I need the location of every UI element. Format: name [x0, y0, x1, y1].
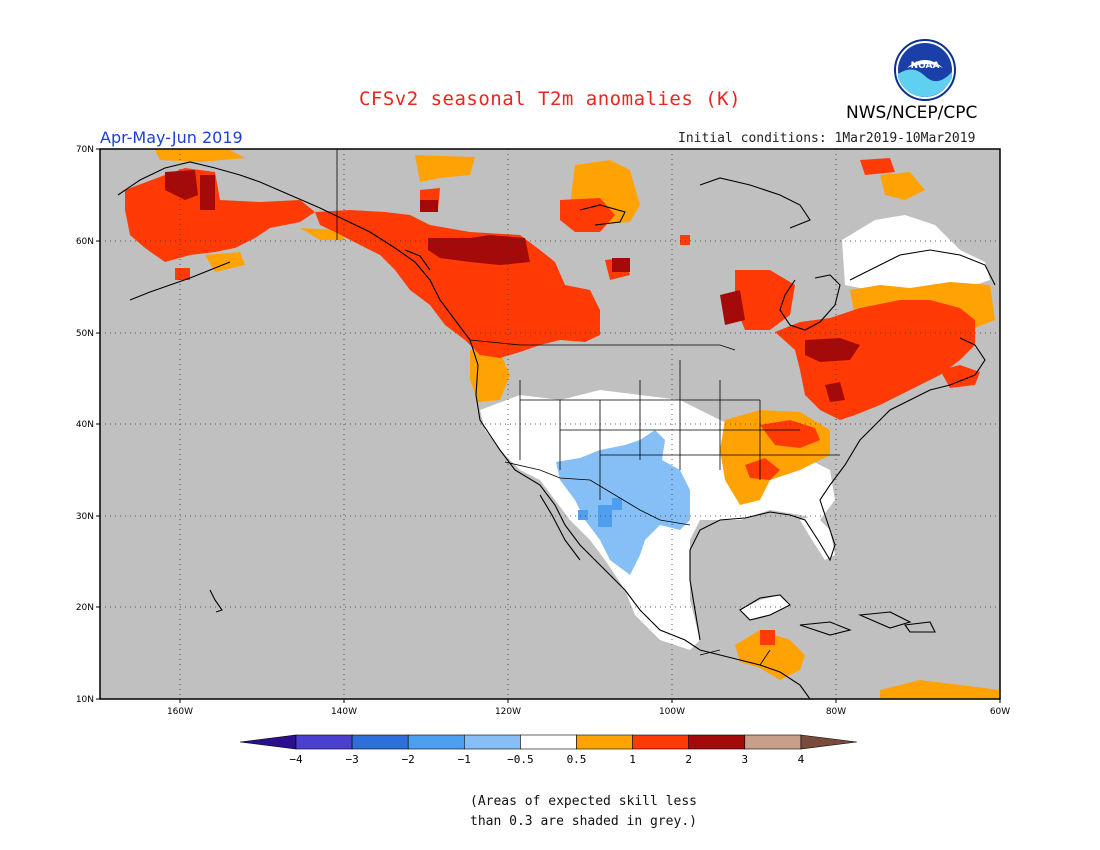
- lat-label: 10N: [76, 695, 94, 705]
- colorbar-tick-label: −3: [345, 753, 358, 766]
- agency-label: NWS/NCEP/CPC: [846, 103, 978, 123]
- lat-label: 40N: [76, 420, 94, 430]
- logo-text: NOAA: [911, 61, 940, 71]
- tick-marks: [96, 148, 1001, 703]
- lon-label: 120W: [495, 707, 521, 717]
- warm-anomaly-strong-areas: [165, 170, 860, 402]
- colorbar-segment: [295, 734, 353, 750]
- lon-label: 80W: [826, 707, 846, 717]
- lon-label: 60W: [990, 707, 1010, 717]
- political-borders: [336, 149, 840, 666]
- colorbar: −4 −3 −2 −1 −0.5 0.5 1 2 3 4: [239, 734, 857, 766]
- lat-label: 50N: [76, 329, 94, 339]
- lat-label: 70N: [76, 145, 94, 155]
- colorbar-arrow-high: [800, 734, 857, 750]
- lon-label: 160W: [167, 707, 193, 717]
- cool-anomaly-areas: [556, 430, 690, 575]
- colorbar-segment: [576, 734, 633, 750]
- warm-anomaly-areas: [125, 158, 980, 645]
- colorbar-tick-label: −0.5: [507, 753, 534, 766]
- colorbar-segment: [351, 734, 409, 750]
- lon-label: 140W: [331, 707, 357, 717]
- noaa-logo-icon: NOAA: [894, 39, 956, 101]
- lon-label: 100W: [659, 707, 685, 717]
- graticule: [100, 149, 1000, 699]
- colorbar-tick-label: −1: [458, 753, 471, 766]
- skill-note: (Areas of expected skill less than 0.3 a…: [470, 792, 697, 832]
- colorbar-segment: [632, 734, 689, 750]
- skill-note-line-1: (Areas of expected skill less: [470, 794, 697, 809]
- colorbar-segment: [688, 734, 746, 750]
- colorbar-tick-label: 0.5: [567, 753, 587, 766]
- colorbar-arrow-low: [239, 734, 297, 750]
- lat-label: 20N: [76, 603, 94, 613]
- colorbar-segment: [744, 734, 802, 750]
- colorbar-tick-label: 3: [741, 753, 748, 766]
- colorbar-tick-label: 4: [798, 753, 805, 766]
- coastlines: [117, 161, 996, 699]
- initial-conditions: Initial conditions: 1Mar2019-10Mar2019: [678, 131, 976, 146]
- chart-title: CFSv2 seasonal T2m anomalies (K): [358, 88, 742, 110]
- colorbar-tick-label: 2: [685, 753, 692, 766]
- skill-note-line-2: than 0.3 are shaded in grey.): [470, 814, 697, 829]
- colorbar-tick-label: −4: [289, 753, 303, 766]
- colorbar-segment: [520, 734, 577, 750]
- colorbar-tick-label: 1: [629, 753, 636, 766]
- colorbar-segment: [463, 734, 521, 750]
- lat-label: 30N: [76, 512, 94, 522]
- colorbar-segment: [407, 734, 465, 750]
- season-label: Apr-May-Jun 2019: [100, 128, 243, 147]
- colorbar-tick-label: −2: [402, 753, 415, 766]
- lat-label: 60N: [76, 237, 94, 247]
